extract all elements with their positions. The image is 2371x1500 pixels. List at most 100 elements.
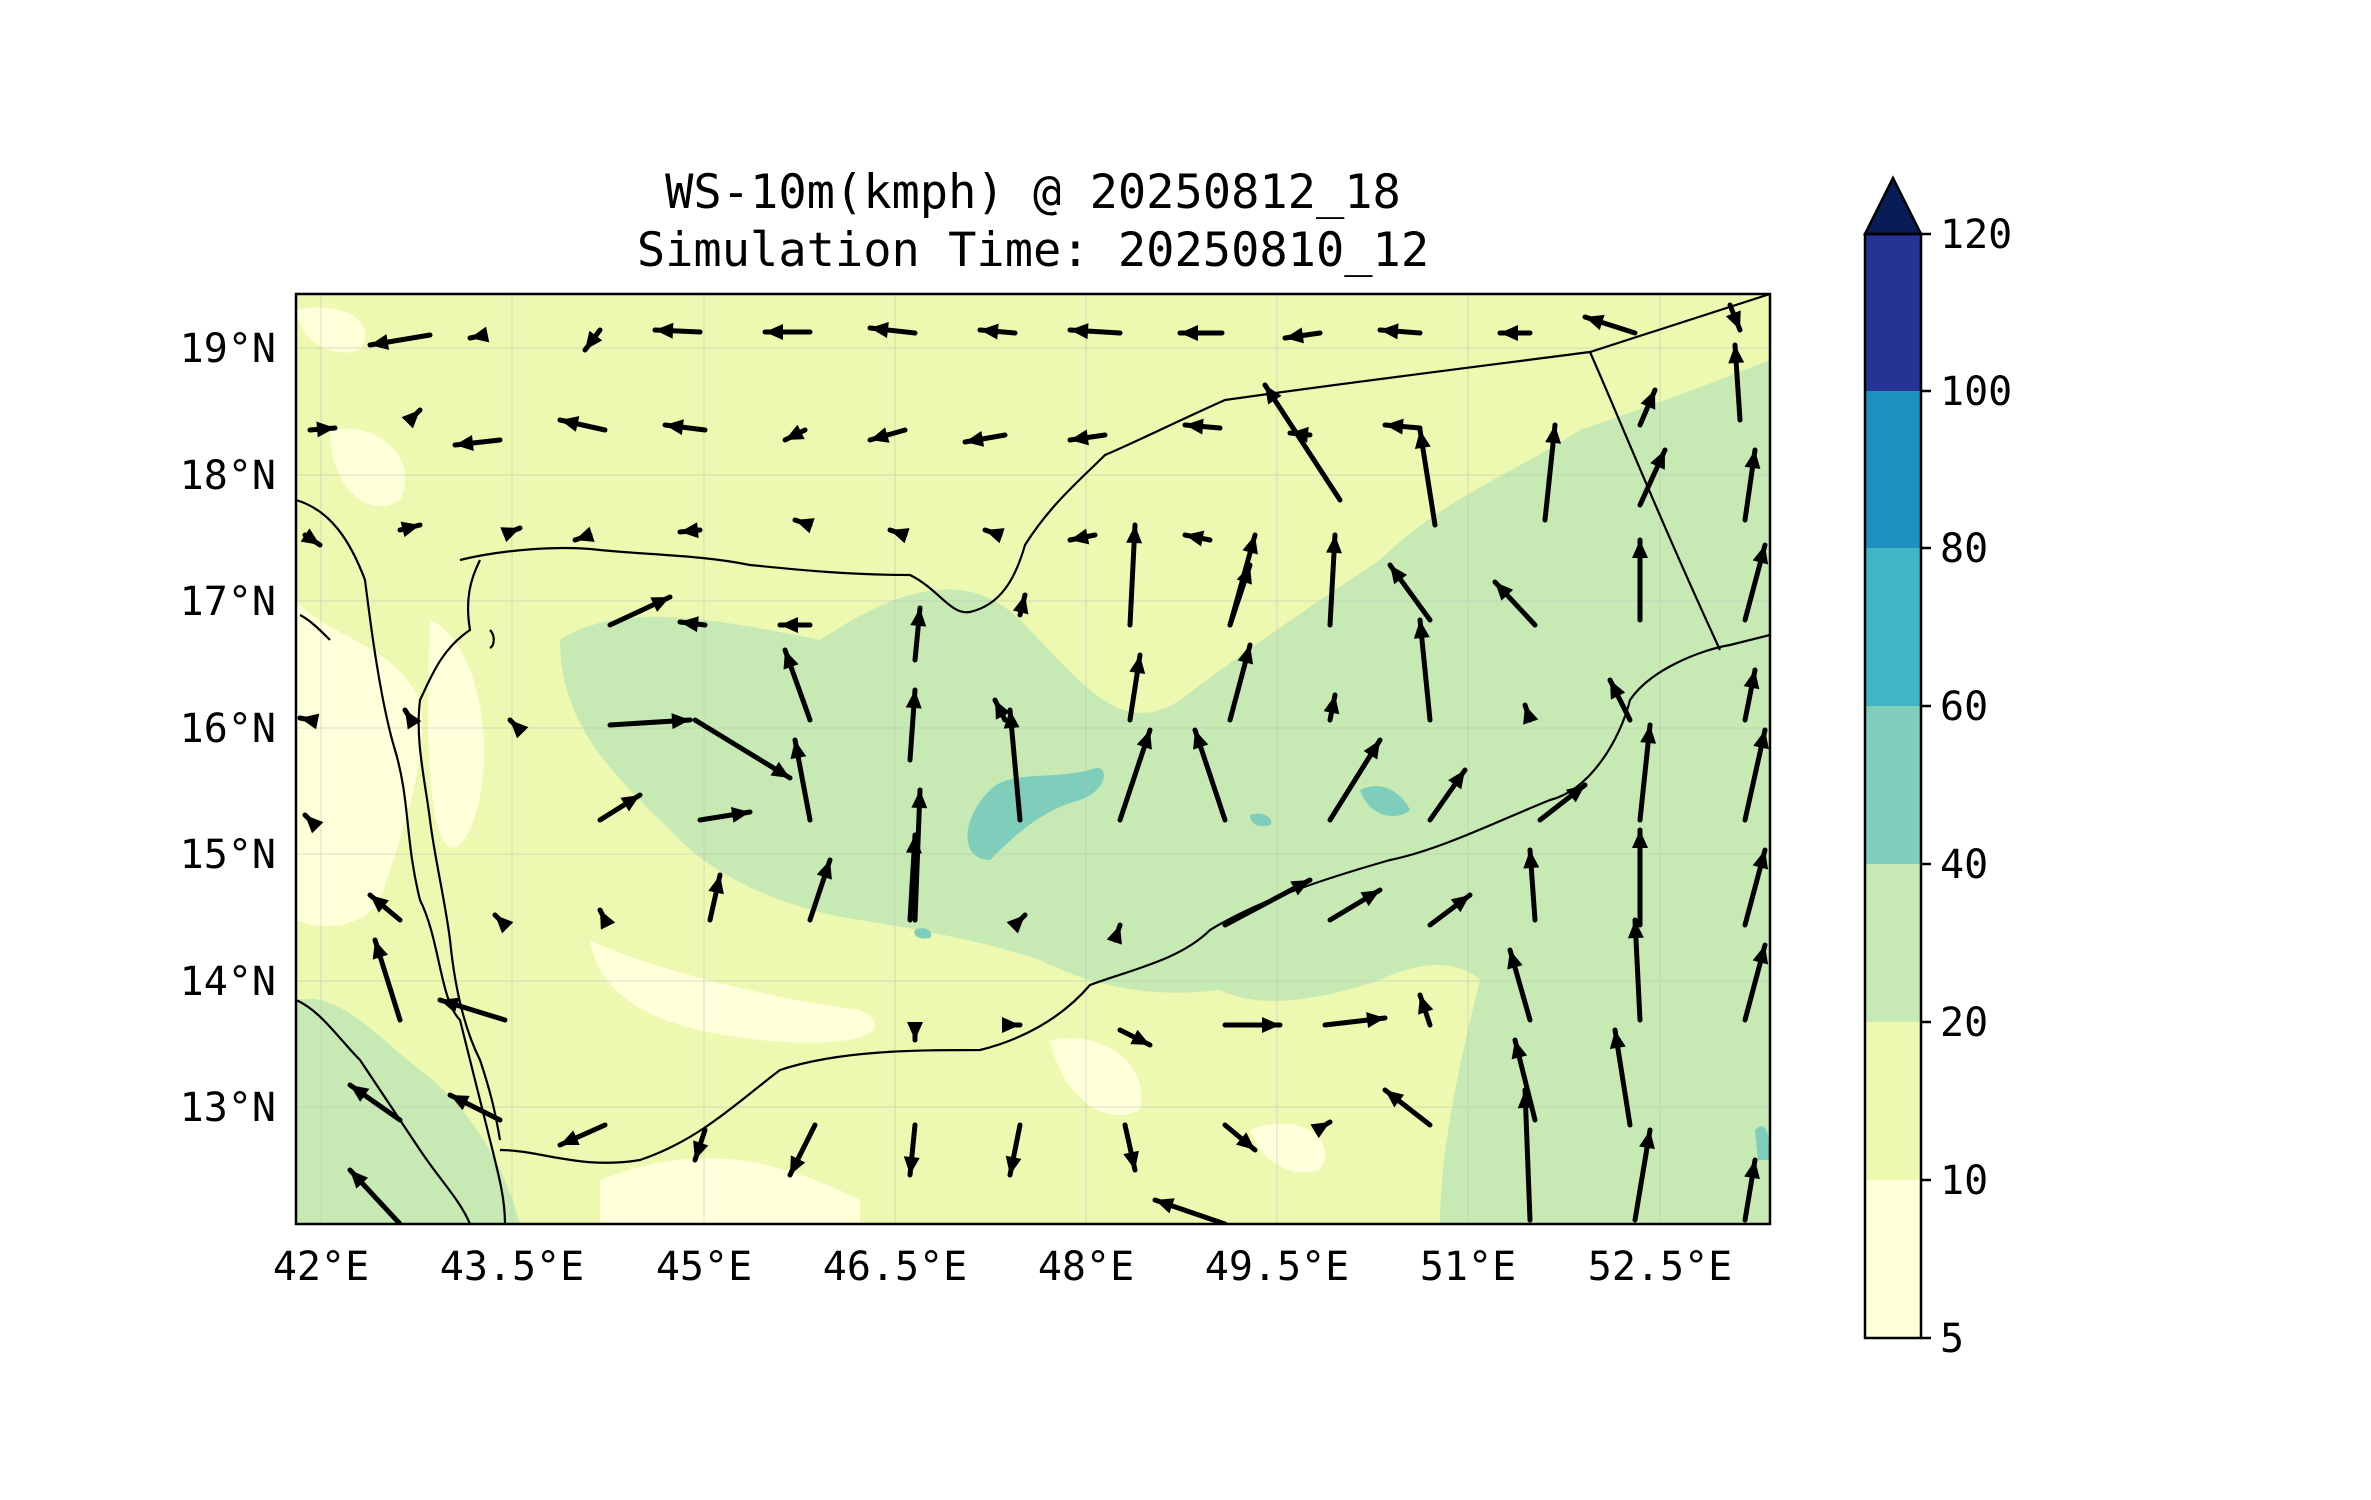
wind-arrowhead — [870, 427, 890, 443]
wind-arrowhead — [1744, 450, 1761, 469]
wind-arrowhead — [911, 790, 928, 809]
wind-arrow — [1007, 707, 1023, 823]
lat-tick-label: 15°N — [180, 832, 276, 878]
wind-arrowhead — [770, 761, 790, 778]
wind-arrowhead — [903, 1156, 920, 1175]
wind-arrowhead — [870, 322, 889, 338]
wind-arrowhead — [650, 597, 670, 612]
wind-arrowhead — [1627, 920, 1644, 939]
wind-arrowhead — [560, 1130, 580, 1145]
colorbar: 5 10 20 40 60 80 100 120 — [1862, 175, 2012, 1362]
latitude-ticks: 19°N 18°N 17°N 16°N 15°N 14°N 13°N — [180, 326, 276, 1131]
yemen-saudi-border — [459, 294, 1770, 614]
wind-arrowhead — [401, 410, 420, 429]
wind-arrowhead — [1070, 323, 1089, 340]
wind-arrowhead — [905, 835, 922, 854]
wind-arrowhead — [730, 806, 750, 823]
wind-arrowhead — [1003, 710, 1020, 729]
wind-arrowhead — [1193, 730, 1209, 750]
wind-arrowhead — [450, 1095, 470, 1111]
wind-arrowhead — [1752, 945, 1769, 965]
wind-arrowhead — [1363, 740, 1380, 760]
wind-arrowhead — [1123, 1150, 1139, 1170]
lat-tick-label: 19°N — [180, 326, 276, 372]
red-sea-west-coast — [296, 498, 507, 1224]
wind-arrowhead — [1448, 770, 1465, 790]
wind-arrowhead — [693, 1140, 709, 1160]
wind-arrowhead — [400, 521, 420, 538]
wind-arrowhead — [370, 334, 390, 350]
wind-arrowhead — [708, 875, 724, 895]
wind-arrowhead — [370, 895, 389, 913]
colorbar-label: 80 — [1940, 526, 1988, 572]
colorbar-label: 40 — [1940, 842, 1988, 888]
wind-arrowhead — [783, 650, 799, 670]
wind-arrowhead — [1500, 325, 1518, 341]
colorbar-label: 60 — [1940, 684, 1988, 730]
wind-arrowhead — [1610, 680, 1626, 700]
wind-arrowhead — [1585, 314, 1605, 331]
wind-arrowhead — [780, 617, 798, 633]
wind-arrowhead — [470, 326, 490, 343]
wind-arrowhead — [1413, 620, 1430, 639]
lat-tick-label: 16°N — [180, 706, 276, 752]
african-horn-coast — [296, 998, 472, 1224]
wind-arrowhead — [1180, 325, 1198, 341]
colorbar-label: 20 — [1940, 1000, 1988, 1046]
lon-tick-label: 51°E — [1420, 1244, 1516, 1290]
wind-arrowhead — [765, 324, 783, 340]
wind-arrowhead — [816, 860, 832, 880]
wind-arrowhead — [1185, 530, 1205, 547]
wind-arrowhead — [1418, 995, 1434, 1015]
wind-arrowhead — [350, 1170, 369, 1189]
colorbar-label: 120 — [1940, 212, 2012, 258]
wind-arrowhead — [1005, 1155, 1022, 1175]
wind-arrowhead — [1632, 830, 1648, 848]
colorbar-label: 10 — [1940, 1158, 1988, 1204]
wind-arrowhead — [500, 527, 520, 543]
wind-arrowhead — [575, 526, 595, 542]
wind-arrowhead — [665, 419, 684, 436]
wind-arrow — [912, 787, 923, 923]
wind-arrowhead — [965, 431, 985, 447]
longitude-ticks: 42°E 43.5°E 45°E 46.5°E 48°E 49.5°E 51°E… — [273, 1244, 1732, 1290]
wind-arrowhead — [1129, 655, 1146, 675]
lat-tick-label: 17°N — [180, 579, 276, 625]
wind-vectors — [297, 302, 1769, 1224]
wind-arrowhead — [1002, 1017, 1020, 1033]
lon-tick-label: 49.5°E — [1205, 1244, 1350, 1290]
wind-arrowhead — [1640, 390, 1656, 410]
wind-arrowhead — [1310, 1122, 1330, 1139]
colorbar-segment — [1865, 234, 1921, 391]
wind-arrowhead — [1565, 785, 1585, 803]
wind-arrowhead — [1495, 582, 1514, 601]
wind-arrowhead — [1236, 1132, 1255, 1150]
colorbar-segment — [1865, 864, 1921, 1022]
wind-arrowhead — [455, 435, 474, 451]
red-sea-east-coast — [417, 559, 502, 1141]
yemen-oman-border — [1588, 351, 1721, 651]
wind-arrowhead — [1130, 1029, 1150, 1045]
wind-arrow — [692, 717, 793, 781]
wind-arrowhead — [585, 330, 603, 350]
map-frame — [294, 292, 1772, 1226]
colorbar-segment — [1865, 1022, 1921, 1180]
colorbar-segment — [1865, 391, 1921, 548]
wind-arrowhead — [1126, 525, 1143, 544]
wind-arrowhead — [1639, 1130, 1655, 1150]
wind-arrowhead — [1632, 540, 1648, 558]
wind-arrowhead — [1752, 850, 1769, 870]
wind-arrowhead — [907, 1022, 923, 1040]
lon-tick-label: 48°E — [1038, 1244, 1134, 1290]
wind-arrowhead — [1728, 345, 1745, 364]
wind-arrowhead — [1753, 730, 1769, 750]
map-gridlines — [296, 294, 1770, 1224]
wind-arrowhead — [300, 713, 320, 730]
wind-arrowhead — [1360, 890, 1380, 907]
ws-field-40-60 — [914, 767, 1770, 1160]
wind-arrowhead — [1136, 730, 1152, 750]
wind-arrowhead — [620, 795, 640, 812]
coastlines-borders — [296, 294, 1770, 1224]
lon-tick-label: 42°E — [273, 1244, 369, 1290]
